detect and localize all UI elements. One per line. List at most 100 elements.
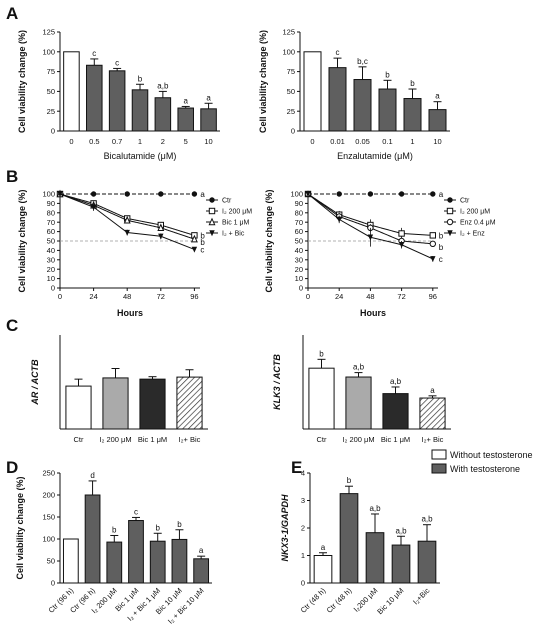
bar	[303, 51, 322, 132]
x-tick-label: 0	[69, 137, 73, 146]
bar	[391, 544, 411, 584]
data-point	[123, 215, 131, 224]
significance-letter: a,b	[395, 526, 407, 535]
legend-label: I₂ 200 μM	[460, 209, 490, 216]
y-tick-label: 25	[287, 107, 295, 116]
significance-letter: c	[336, 48, 340, 57]
panel-label-e: E	[291, 458, 302, 477]
significance-letter: a	[200, 190, 205, 199]
significance-letter: a	[183, 96, 188, 105]
x-tick-label: 24	[335, 292, 343, 301]
x-tick-label: 5	[184, 137, 188, 146]
bar	[378, 88, 397, 132]
panel-label-a: A	[6, 4, 18, 23]
bar	[63, 51, 80, 132]
y-tick-label: 90	[295, 199, 303, 208]
significance-letter: b	[200, 231, 205, 240]
legend-label: I₂ + Enz	[460, 231, 485, 238]
x-tick-label: 2	[161, 137, 165, 146]
x-tick-label: 0.1	[382, 137, 392, 146]
significance-letter: c	[134, 507, 138, 516]
x-tick-label: 0.01	[330, 137, 345, 146]
significance-letter: a,b	[390, 377, 402, 386]
data-point	[124, 191, 130, 197]
data-point	[398, 191, 405, 197]
bar	[84, 494, 101, 584]
y-tick-label: 20	[47, 265, 55, 274]
significance-letter: c	[115, 58, 119, 67]
panel-label-b: B	[6, 167, 18, 186]
significance-letter: b	[385, 70, 390, 79]
x-tick-label: 48	[366, 292, 374, 301]
x-tick-label: 0	[58, 292, 62, 301]
significance-letter: b	[439, 243, 444, 252]
data-point	[398, 230, 405, 237]
data-point	[429, 232, 437, 239]
bar	[200, 108, 217, 132]
x-tick-label: I₂ 200 μM	[342, 435, 374, 444]
y-tick-label: 10	[295, 274, 303, 283]
data-point	[90, 204, 97, 211]
x-tick-label: 96	[190, 292, 198, 301]
significance-letter: d	[90, 471, 94, 480]
y-tick-label: 100	[290, 190, 303, 199]
y-tick-label: 0	[51, 579, 55, 588]
y-tick-label: 40	[295, 246, 303, 255]
x-axis-label: Enzalutamide (μM)	[337, 151, 413, 161]
bar	[154, 97, 172, 132]
bar	[382, 393, 409, 430]
y-tick-label: 100	[282, 47, 295, 56]
data-point	[430, 191, 436, 197]
bar	[353, 79, 372, 132]
x-tick-label: Ctr (48 h)	[299, 586, 328, 615]
significance-letter: b	[155, 523, 160, 532]
y-tick-label: 1	[301, 551, 305, 560]
y-tick-label: 100	[42, 535, 55, 544]
y-tick-label: 50	[287, 87, 295, 96]
y-tick-label: 50	[47, 237, 55, 246]
significance-letter: a,b	[353, 363, 365, 372]
y-tick-label: 30	[295, 255, 303, 264]
data-point	[305, 191, 311, 198]
x-tick-label: 48	[123, 292, 131, 301]
bar	[108, 70, 126, 132]
bar	[62, 538, 79, 584]
y-tick-label: 3	[301, 496, 305, 505]
y-axis-label: Cell viability change (%)	[258, 30, 268, 133]
y-tick-label: 25	[47, 107, 55, 116]
significance-letter: b	[112, 525, 117, 534]
x-tick-label: I₂+Bic	[411, 586, 432, 607]
data-point	[157, 223, 165, 232]
significance-letter: b	[177, 520, 182, 529]
x-tick-label: 1	[410, 137, 414, 146]
x-tick-label: Bic 1 μM	[138, 435, 167, 444]
data-point	[208, 217, 216, 226]
series-line	[59, 193, 195, 236]
panel-label-d: D	[6, 458, 18, 477]
x-tick-label: 96	[429, 292, 437, 301]
x-tick-label: I₂ 200 μM	[99, 435, 131, 444]
bar	[106, 541, 123, 584]
y-tick-label: 30	[47, 255, 55, 264]
y-tick-label: 20	[295, 265, 303, 274]
x-tick-label: I₂+ Bic	[422, 435, 444, 444]
y-axis-label: Cell viability change (%)	[17, 30, 27, 133]
significance-letter: b	[410, 79, 415, 88]
y-axis-label: Cell viability change (%)	[15, 476, 25, 579]
significance-letter: a	[206, 93, 211, 102]
y-tick-label: 0	[299, 284, 303, 293]
data-point	[158, 191, 164, 197]
y-tick-label: 40	[47, 246, 55, 255]
chart-e: 0 1 2 3 4 NKX3-1/GAPDH a Ctr (48 h) b Ctr (48 h) a…	[280, 449, 533, 616]
y-axis-label: NKX3-1/GAPDH	[280, 494, 290, 562]
data-point	[191, 246, 198, 253]
legend-swatch	[431, 449, 447, 460]
bar	[419, 397, 446, 430]
chart-d: 0 50 100 150 200 250 Cell viability change (%)…	[15, 469, 212, 626]
legend-label: Bic 1 μM	[222, 220, 250, 227]
y-tick-label: 10	[47, 274, 55, 283]
